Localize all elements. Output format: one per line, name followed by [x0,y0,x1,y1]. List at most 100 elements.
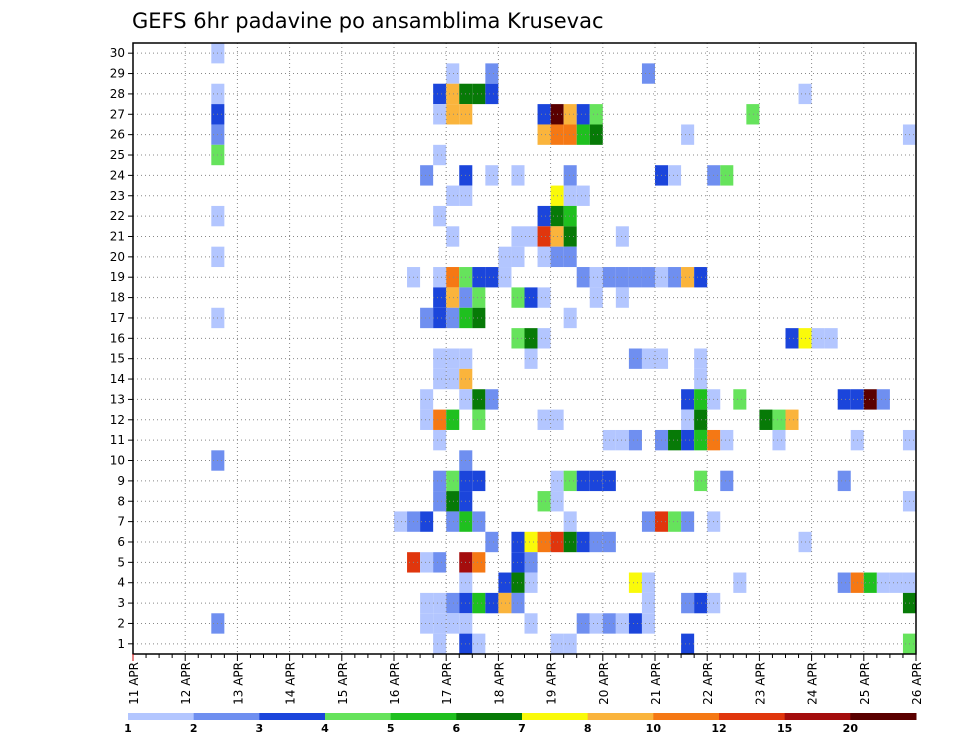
chart-title: GEFS 6hr padavine po ansamblima Krusevac [132,9,604,33]
heatmap-cell [694,389,708,410]
x-tick-label: 13 APR [231,662,245,705]
heatmap-cell [563,470,577,492]
heatmap-cell [524,552,538,573]
heatmap-cell [433,83,447,105]
heatmap-cell [668,511,682,532]
heatmap-cell [876,572,890,593]
legend-label: 1 [124,722,132,735]
heatmap-cell [472,552,486,573]
heatmap-cell [641,348,655,369]
heatmap-cell [589,124,603,145]
heatmap-cell [563,633,577,654]
heatmap-cell [537,287,551,308]
heatmap-cell [498,267,512,288]
heatmap-cell [498,592,512,614]
heatmap-cell [746,104,760,125]
heatmap-cell [524,348,538,369]
y-tick-label: 3 [117,596,125,610]
heatmap-cell [446,226,460,247]
heatmap-cell [576,104,590,125]
y-tick-label: 6 [117,535,125,549]
heatmap-cell [785,328,799,349]
heatmap-cell [446,511,460,532]
legend-label: 8 [584,722,592,735]
heatmap-cell [446,348,460,369]
heatmap-cell [485,83,499,105]
x-axis: 11 APR 12 APR 13 APR 14 APR 15 APR 16 APR 17 A… [127,654,924,705]
heatmap-cell [628,572,642,593]
y-tick-label: 23 [110,189,125,203]
heatmap-cell [563,246,577,268]
heatmap-cell [863,389,877,410]
legend-swatch [784,713,851,720]
heatmap-cell [589,267,603,288]
legend-swatch [850,713,917,720]
heatmap-cell [485,389,499,410]
legend-label: 5 [387,722,395,735]
heatmap-cell [472,267,486,288]
heatmap-cell [589,287,603,308]
y-tick-label: 11 [110,433,125,447]
y-tick-label: 25 [110,148,125,162]
heatmap-cell [837,470,851,492]
legend-label: 4 [321,722,329,735]
legend-swatch [128,713,195,720]
heatmap-cell [641,613,655,634]
heatmap-cell [889,572,903,593]
y-tick-label: 30 [110,46,125,60]
legend-swatch [456,713,523,720]
heatmap-cell [446,592,460,614]
heatmap-cell [668,165,682,186]
heatmap-cell [433,613,447,634]
heatmap-cell [615,287,629,308]
heatmap-cell [446,470,460,492]
heatmap-cell [446,368,460,390]
heatmap-cell [420,165,434,186]
heatmap-cell [694,429,708,451]
heatmap-cell [694,368,708,390]
heatmap-cell [446,307,460,329]
x-tick-label: 15 APR [336,662,350,705]
color-legend: 1 2 3 4 5 6 7 8 10 12 15 20 [124,713,917,735]
legend-swatch [390,713,457,720]
y-tick-label: 27 [110,107,125,121]
x-tick-label: 26 APR [910,662,924,705]
heatmap-cell [472,633,486,654]
legend-label: 3 [256,722,264,735]
y-tick-label: 16 [110,331,125,345]
heatmap-cell [694,470,708,492]
heatmap-cell [772,409,786,430]
heatmap-cell [433,491,447,512]
heatmap-cell [472,389,486,410]
heatmap-cell [628,348,642,369]
y-tick-label: 10 [110,454,125,468]
heatmap-cell [524,531,538,553]
heatmap-cell [524,226,538,247]
heatmap-cell [720,429,734,451]
heatmap-cell [524,328,538,349]
legend-label: 6 [453,722,461,735]
heatmap-cell [537,328,551,349]
y-tick-label: 12 [110,413,125,427]
heatmap-cell [615,267,629,288]
heatmap-cell [485,267,499,288]
heatmap-cell [785,409,799,430]
heatmap-cell [537,491,551,512]
y-tick-label: 13 [110,392,125,406]
legend-label: 10 [646,722,662,735]
heatmap-cell [615,613,629,634]
legend-label: 7 [518,722,526,735]
y-tick-label: 9 [117,474,125,488]
heatmap-cell [472,307,486,329]
heatmap-cell [589,104,603,125]
heatmap-cell [433,205,447,227]
heatmap-cell [563,307,577,329]
y-tick-label: 19 [110,270,125,284]
y-tick-label: 2 [117,616,125,630]
x-tick-label: 21 APR [649,662,663,705]
heatmap-cell [485,165,499,186]
heatmap-cell [446,83,460,105]
heatmap-cell [524,613,538,634]
legend-swatch [325,713,392,720]
